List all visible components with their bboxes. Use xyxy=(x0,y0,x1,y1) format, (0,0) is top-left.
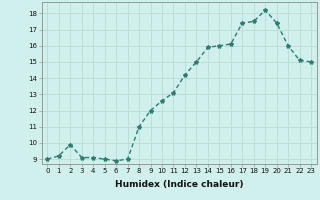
X-axis label: Humidex (Indice chaleur): Humidex (Indice chaleur) xyxy=(115,180,244,189)
